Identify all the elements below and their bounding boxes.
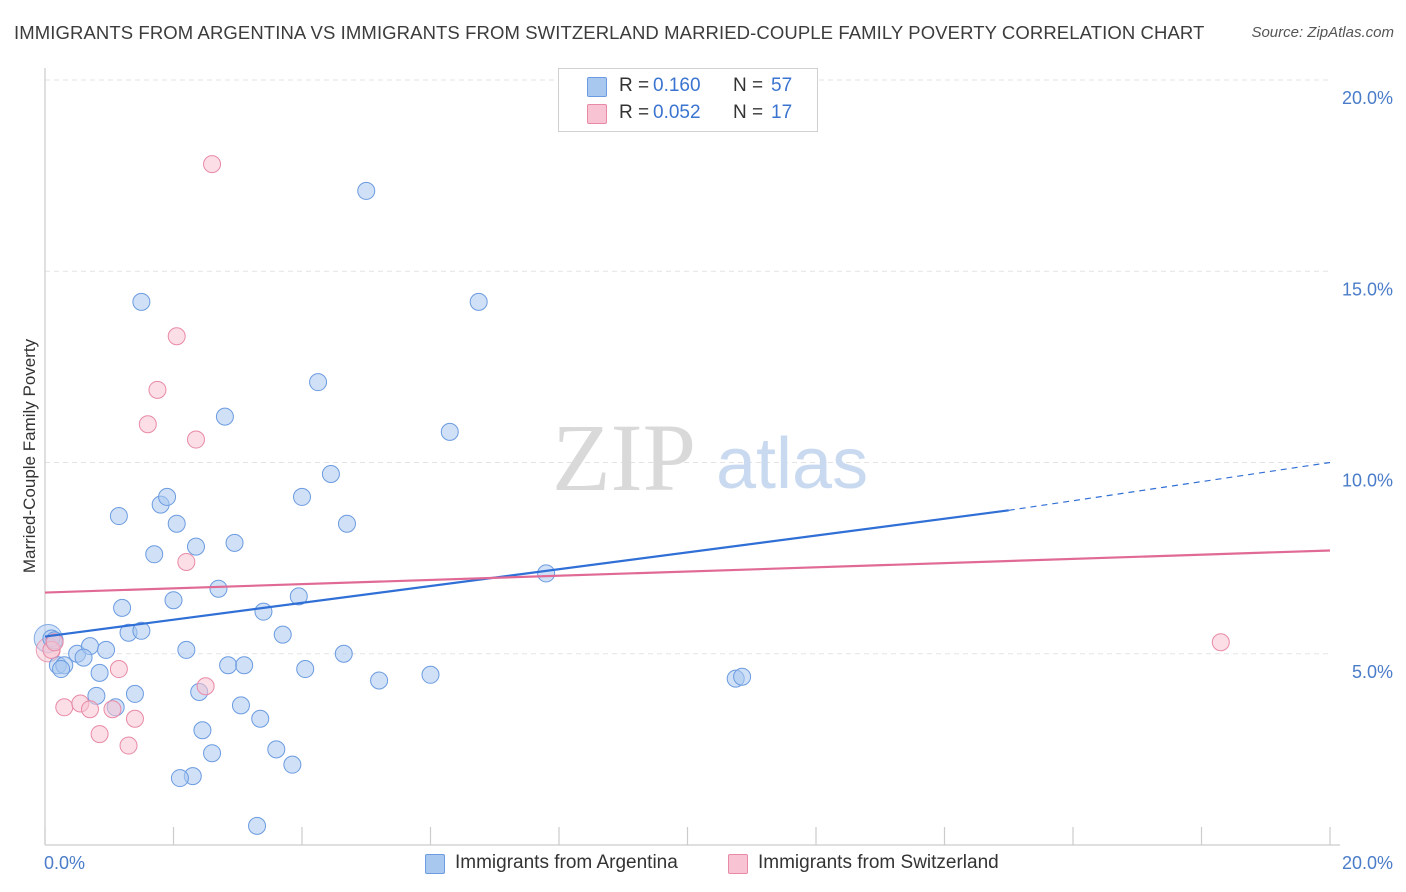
point-argentina	[440, 422, 459, 441]
point-argentina	[203, 744, 222, 763]
point-argentina	[254, 602, 273, 621]
point-switzerland	[148, 380, 167, 399]
x-tick-label: 0.0%	[44, 853, 85, 873]
point-switzerland	[125, 709, 144, 728]
point-argentina	[74, 648, 93, 667]
legend-swatch-argentina	[587, 77, 607, 97]
point-argentina	[132, 621, 151, 640]
point-argentina	[113, 598, 132, 617]
x-tick-label: 20.0%	[1342, 853, 1393, 873]
point-argentina	[337, 514, 356, 533]
point-argentina	[251, 709, 270, 728]
point-argentina	[309, 373, 328, 392]
point-argentina	[321, 464, 340, 483]
trend-lines	[44, 461, 1331, 638]
trend-line-argentina	[44, 509, 1009, 638]
watermark: ZIP atlas	[552, 404, 868, 511]
legend-n-value: 57	[771, 75, 793, 96]
axes	[44, 68, 1340, 846]
point-argentina	[289, 587, 308, 606]
point-argentina	[231, 696, 250, 715]
point-argentina	[132, 292, 151, 311]
watermark-atlas: atlas	[716, 424, 868, 504]
point-argentina	[109, 507, 128, 526]
point-argentina	[235, 656, 254, 675]
legend-r-value: 0.160	[653, 75, 701, 96]
point-argentina	[90, 663, 109, 682]
point-argentina	[733, 667, 752, 686]
point-argentina	[296, 660, 315, 679]
point-argentina	[334, 644, 353, 663]
point-argentina	[177, 640, 196, 659]
legend-n-value: 17	[771, 102, 793, 123]
point-switzerland	[109, 660, 128, 679]
point-argentina	[248, 816, 267, 835]
point-argentina	[145, 545, 164, 564]
legend-n-label: N =	[733, 102, 764, 123]
point-argentina	[97, 640, 116, 659]
legend-swatch-switzerland	[728, 854, 748, 874]
point-switzerland	[45, 633, 64, 652]
legend-n-label: N =	[733, 75, 764, 96]
point-switzerland	[55, 698, 74, 717]
point-argentina	[170, 769, 189, 788]
trend-line-switzerland	[44, 549, 1331, 594]
point-switzerland	[90, 725, 109, 744]
source-credit: Source: ZipAtlas.com	[1251, 24, 1394, 41]
legend-swatch-argentina	[425, 854, 445, 874]
gridlines	[45, 79, 1330, 655]
point-switzerland	[203, 155, 222, 174]
point-argentina	[125, 684, 144, 703]
point-switzerland	[186, 430, 205, 449]
point-argentina	[215, 407, 234, 426]
point-argentina	[158, 487, 177, 506]
legend-swatch-switzerland	[587, 104, 607, 124]
tick-labels: 5.0% 10.0% 15.0% 20.0% 0.0% 20.0%	[44, 88, 1393, 873]
trend-line-argentina-extension	[1008, 461, 1331, 511]
point-switzerland	[196, 677, 215, 696]
point-switzerland	[103, 700, 122, 719]
watermark-zip: ZIP	[552, 404, 696, 511]
point-argentina	[219, 656, 238, 675]
point-argentina	[209, 579, 228, 598]
point-argentina	[357, 181, 376, 200]
point-argentina	[273, 625, 292, 644]
legend-label-argentina: Immigrants from Argentina	[455, 852, 678, 873]
point-argentina	[52, 660, 71, 679]
legend-r-label: R =	[619, 75, 650, 96]
point-switzerland	[80, 700, 99, 719]
point-argentina	[421, 665, 440, 684]
point-argentina	[267, 740, 286, 759]
y-tick-label: 10.0%	[1342, 471, 1393, 491]
point-argentina	[370, 671, 389, 690]
chart-title: IMMIGRANTS FROM ARGENTINA VS IMMIGRANTS …	[14, 22, 1205, 43]
y-tick-label: 15.0%	[1342, 279, 1393, 299]
point-argentina	[293, 487, 311, 506]
point-switzerland	[167, 327, 186, 346]
point-argentina	[193, 721, 212, 740]
point-switzerland	[138, 415, 157, 434]
point-argentina	[469, 292, 488, 311]
y-tick-label: 5.0%	[1352, 662, 1393, 682]
point-switzerland	[1211, 633, 1230, 652]
point-argentina	[283, 755, 302, 774]
point-switzerland	[119, 736, 138, 755]
point-switzerland	[177, 552, 196, 571]
legend-label-switzerland: Immigrants from Switzerland	[758, 852, 999, 873]
legend-r-label: R =	[619, 102, 650, 123]
point-argentina	[225, 533, 244, 552]
stats-legend: R = 0.160 N = 57 R = 0.052 N = 17	[558, 68, 818, 132]
legend-r-value: 0.052	[653, 102, 701, 123]
point-argentina	[186, 537, 205, 556]
y-tick-label: 20.0%	[1342, 88, 1393, 108]
point-argentina	[537, 564, 556, 583]
point-argentina	[167, 514, 186, 533]
point-argentina	[164, 591, 183, 610]
